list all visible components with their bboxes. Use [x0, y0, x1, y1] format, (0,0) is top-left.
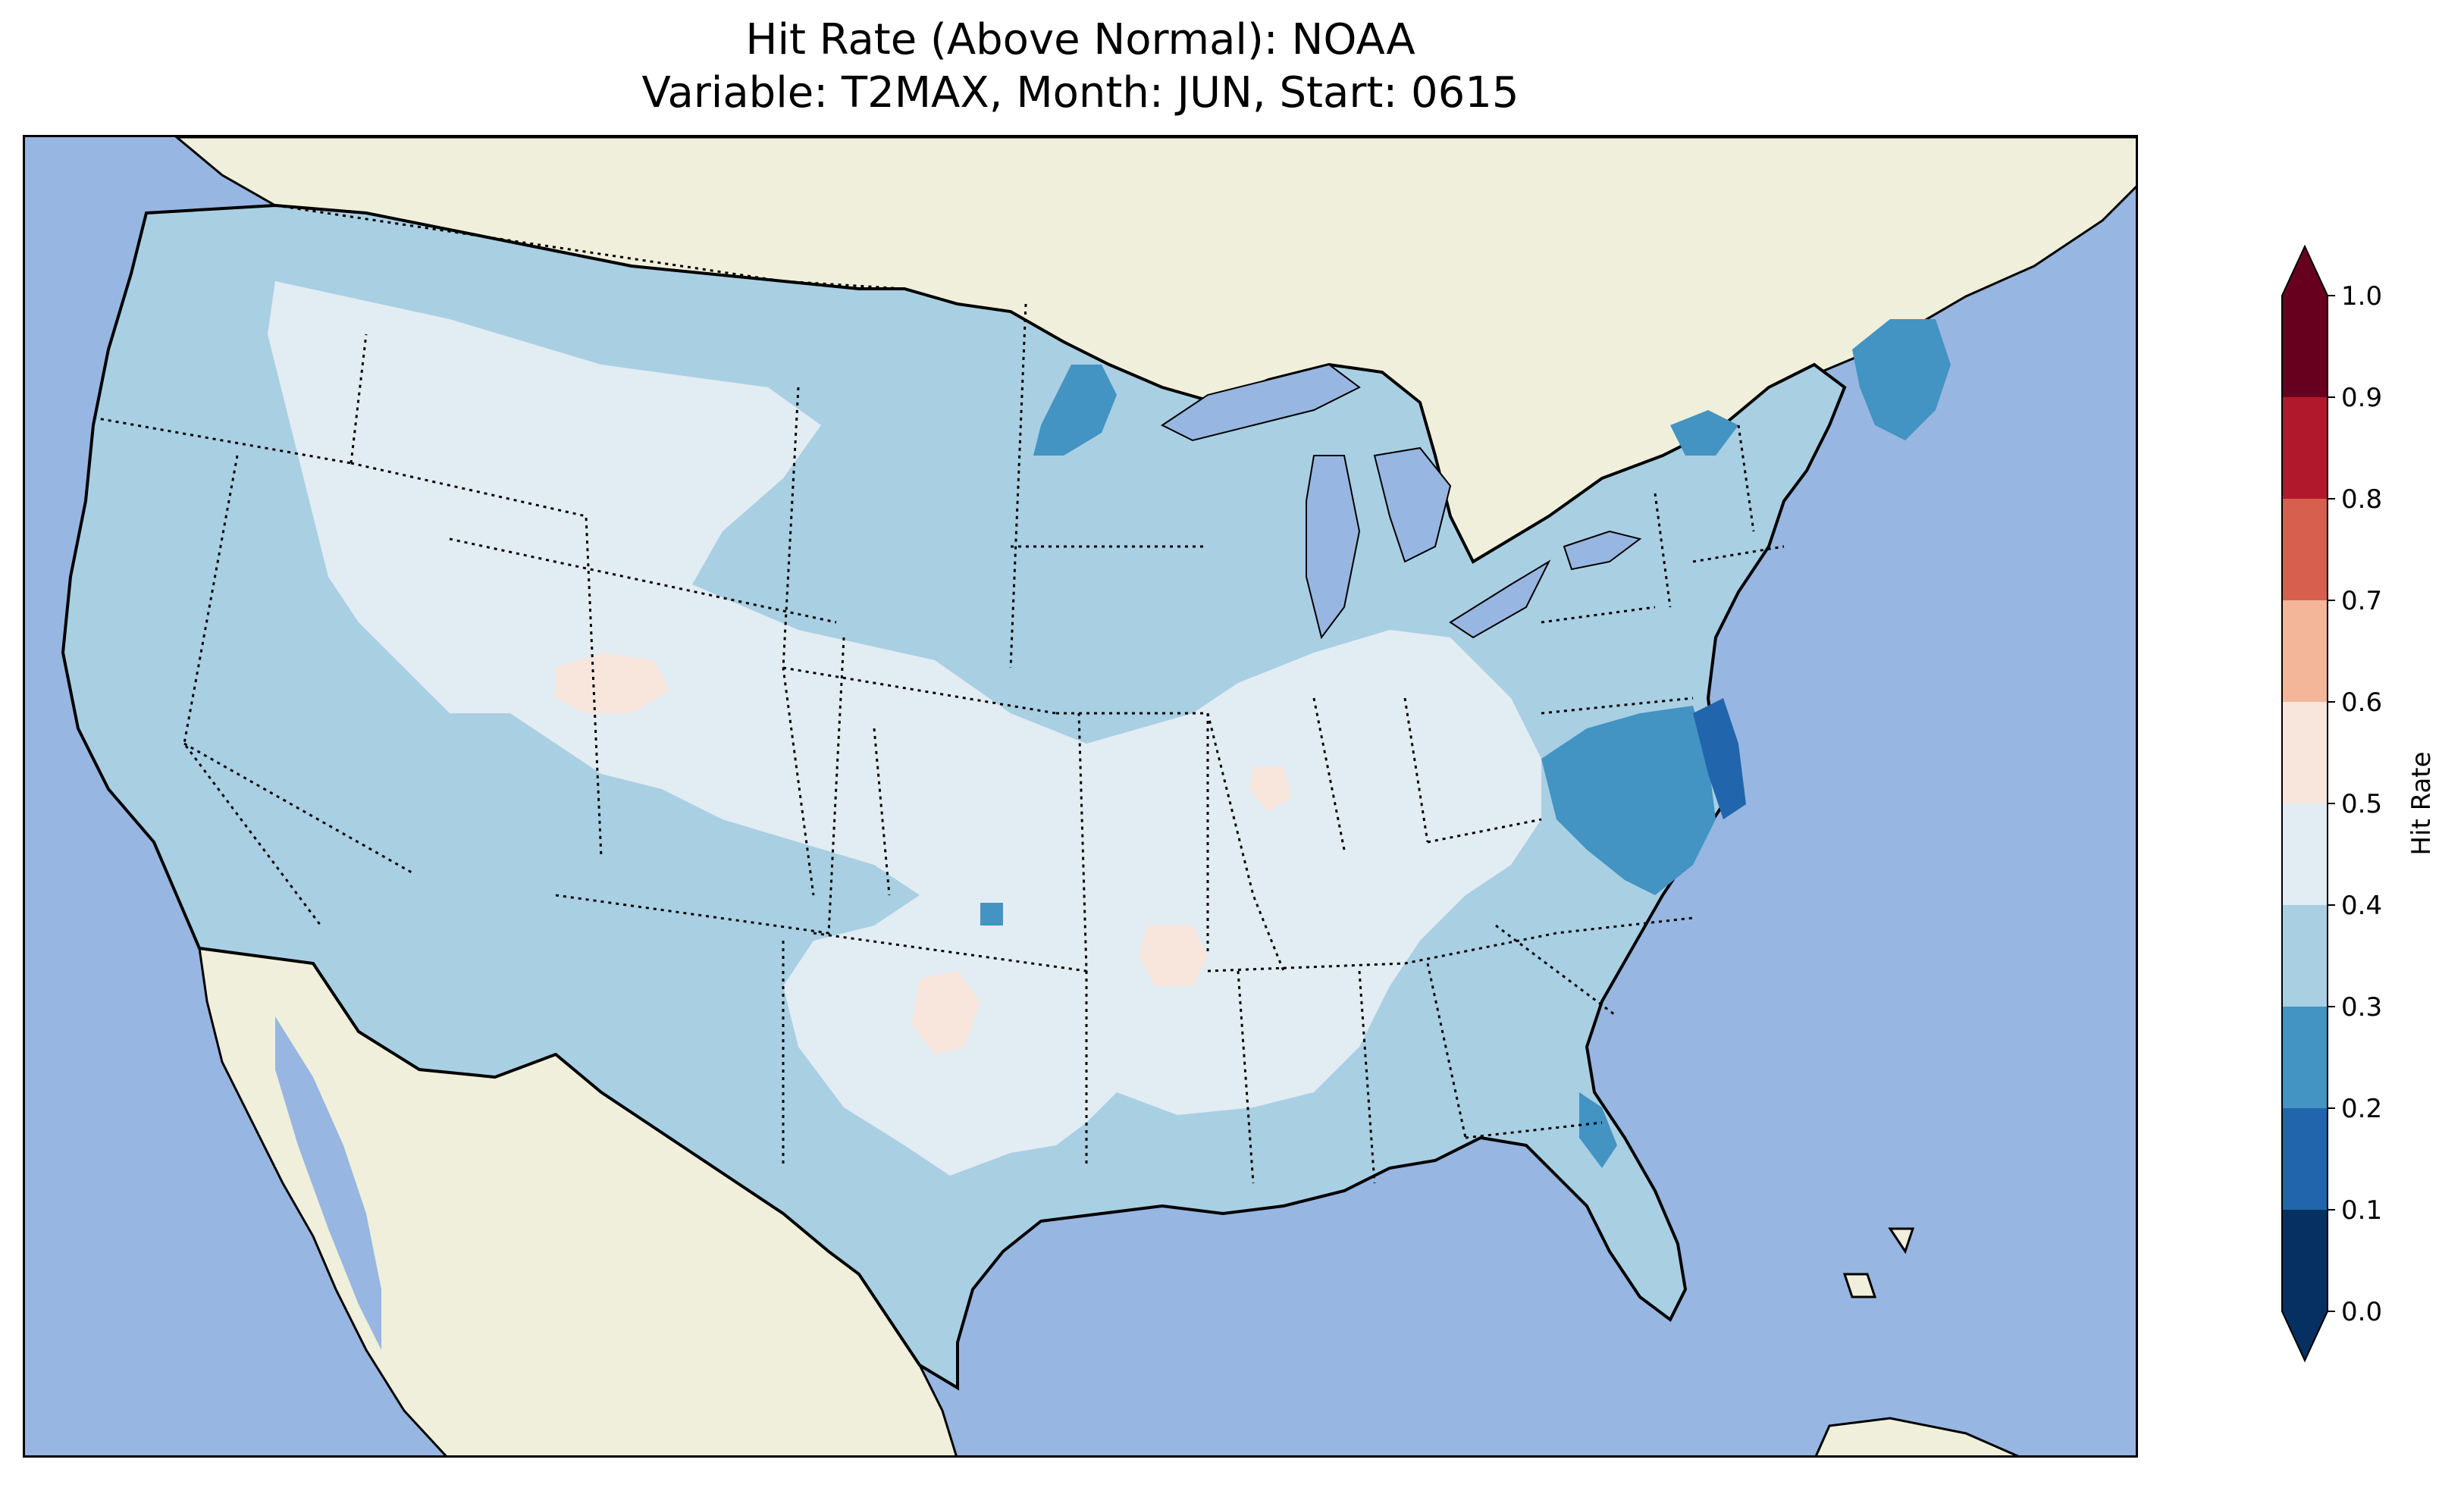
colorbar-tick-label: 1.0	[2341, 281, 2382, 312]
colorbar-tick-label: 0.2	[2341, 1094, 2382, 1124]
state-borders	[92, 303, 1785, 1184]
colorbar-extend-max	[2282, 246, 2328, 296]
region-ny-north	[1670, 410, 1738, 456]
lake-huron	[1373, 446, 1452, 563]
region-florida-gulf	[1579, 1092, 1617, 1168]
colorbar-bin-0.4-0.5	[2282, 803, 2328, 905]
colorbar-bin-0.2-0.3	[2282, 1007, 2328, 1108]
lake-erie	[1449, 559, 1551, 639]
region-illinois-pink	[1249, 766, 1291, 812]
region-light-interior	[268, 281, 1541, 1176]
colorbar-tick-label: 0.0	[2341, 1297, 2382, 1327]
colorbar-bin-0.8-0.9	[2282, 397, 2328, 499]
colorbar-bin-0.6-0.7	[2282, 600, 2328, 702]
baja-ocean	[275, 1016, 381, 1350]
colorbar-bin-0.3-0.4	[2282, 905, 2328, 1007]
colorbar-bin-0.0-0.1	[2282, 1210, 2328, 1311]
colorbar-tick-label: 0.3	[2341, 992, 2382, 1023]
region-chesapeake-dark	[1693, 698, 1746, 819]
colorbar-tick-label: 0.7	[2341, 586, 2382, 616]
region-colorado-pink	[556, 653, 669, 713]
colorbar-tick-label: 0.6	[2341, 687, 2382, 718]
region-arkansas-pink	[1140, 926, 1208, 986]
colorbar-extend-min	[2282, 1311, 2328, 1361]
colorbar-tick-label: 0.1	[2341, 1195, 2382, 1226]
map-canvas	[25, 137, 2136, 1455]
caribbean-islands	[1815, 1227, 2020, 1455]
colorbar-tick-label: 0.8	[2341, 484, 2382, 515]
great-lakes	[1161, 363, 1642, 640]
region-maine	[1852, 319, 1951, 440]
colorbar-svg: 0.0 0.1 0.2 0.3 0.4 0.5 0.6 0.7 0.8 0.9 1.0 Hit Rat…	[2281, 244, 2437, 1363]
chart-title: Hit Rate (Above Normal): NOAA Variable: …	[23, 14, 2138, 120]
colorbar-tick-label: 0.4	[2341, 891, 2382, 921]
colorbar-bin-0.7-0.8	[2282, 499, 2328, 600]
region-minnesota	[1033, 365, 1117, 456]
lake-ontario	[1563, 530, 1642, 571]
region-texas-pink	[912, 971, 980, 1054]
lake-michigan	[1306, 455, 1361, 640]
title-line-2: Variable: T2MAX, Month: JUN, Start: 0615	[641, 68, 1519, 117]
map-panel	[23, 135, 2138, 1458]
region-oklahoma	[980, 903, 1003, 926]
colorbar-label: Hit Rate	[2406, 751, 2437, 855]
region-mid-atlantic	[1541, 706, 1716, 895]
colorbar-tick-label: 0.5	[2341, 789, 2382, 819]
colorbar-bin-0.9-1.0	[2282, 296, 2328, 397]
colorbar: 0.0 0.1 0.2 0.3 0.4 0.5 0.6 0.7 0.8 0.9 1.0 Hit Rat…	[2267, 243, 2441, 1383]
colorbar-tick-label: 0.9	[2341, 383, 2382, 413]
lake-superior	[1161, 363, 1361, 442]
title-line-1: Hit Rate (Above Normal): NOAA	[745, 15, 1415, 64]
colorbar-bin-0.1-0.2	[2282, 1108, 2328, 1210]
colorbar-bin-0.5-0.6	[2282, 702, 2328, 803]
